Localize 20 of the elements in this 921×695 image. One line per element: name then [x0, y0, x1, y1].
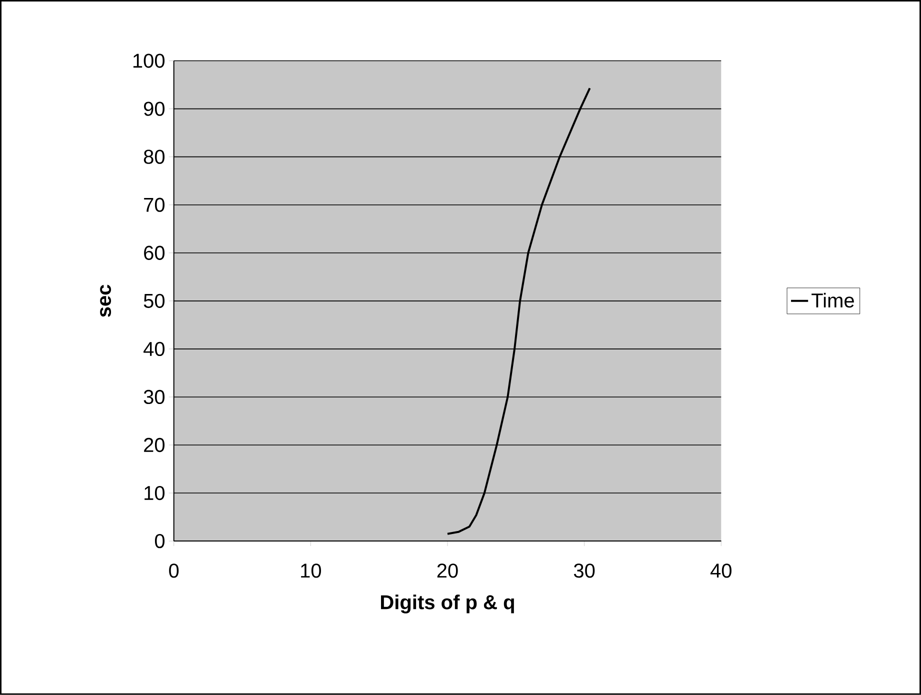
x-tick-label: 0	[169, 564, 179, 578]
y-axis-title: sec	[100, 284, 112, 317]
y-tick-label: 60	[144, 246, 165, 260]
y-tick-label: 10	[144, 486, 165, 500]
y-tick-label: 0	[154, 534, 165, 548]
y-tick-label: 90	[144, 102, 165, 116]
y-tick-label: 100	[133, 54, 165, 68]
y-tick-label: 80	[144, 150, 165, 164]
x-tick-label: 30	[574, 564, 595, 578]
x-tick-label: 10	[301, 564, 322, 578]
legend-label: Time	[812, 292, 854, 308]
x-tick-label: 20	[437, 564, 458, 578]
x-axis-title: Digits of p & q	[381, 594, 514, 614]
y-tick-label: 30	[144, 390, 165, 404]
y-tick-label: 70	[144, 198, 165, 212]
line-series	[446, 87, 591, 535]
y-tick-label: 50	[144, 294, 165, 308]
y-tick-label: 40	[144, 342, 165, 356]
x-tick-label: 40	[710, 564, 732, 578]
y-tick-label: 20	[144, 438, 165, 452]
